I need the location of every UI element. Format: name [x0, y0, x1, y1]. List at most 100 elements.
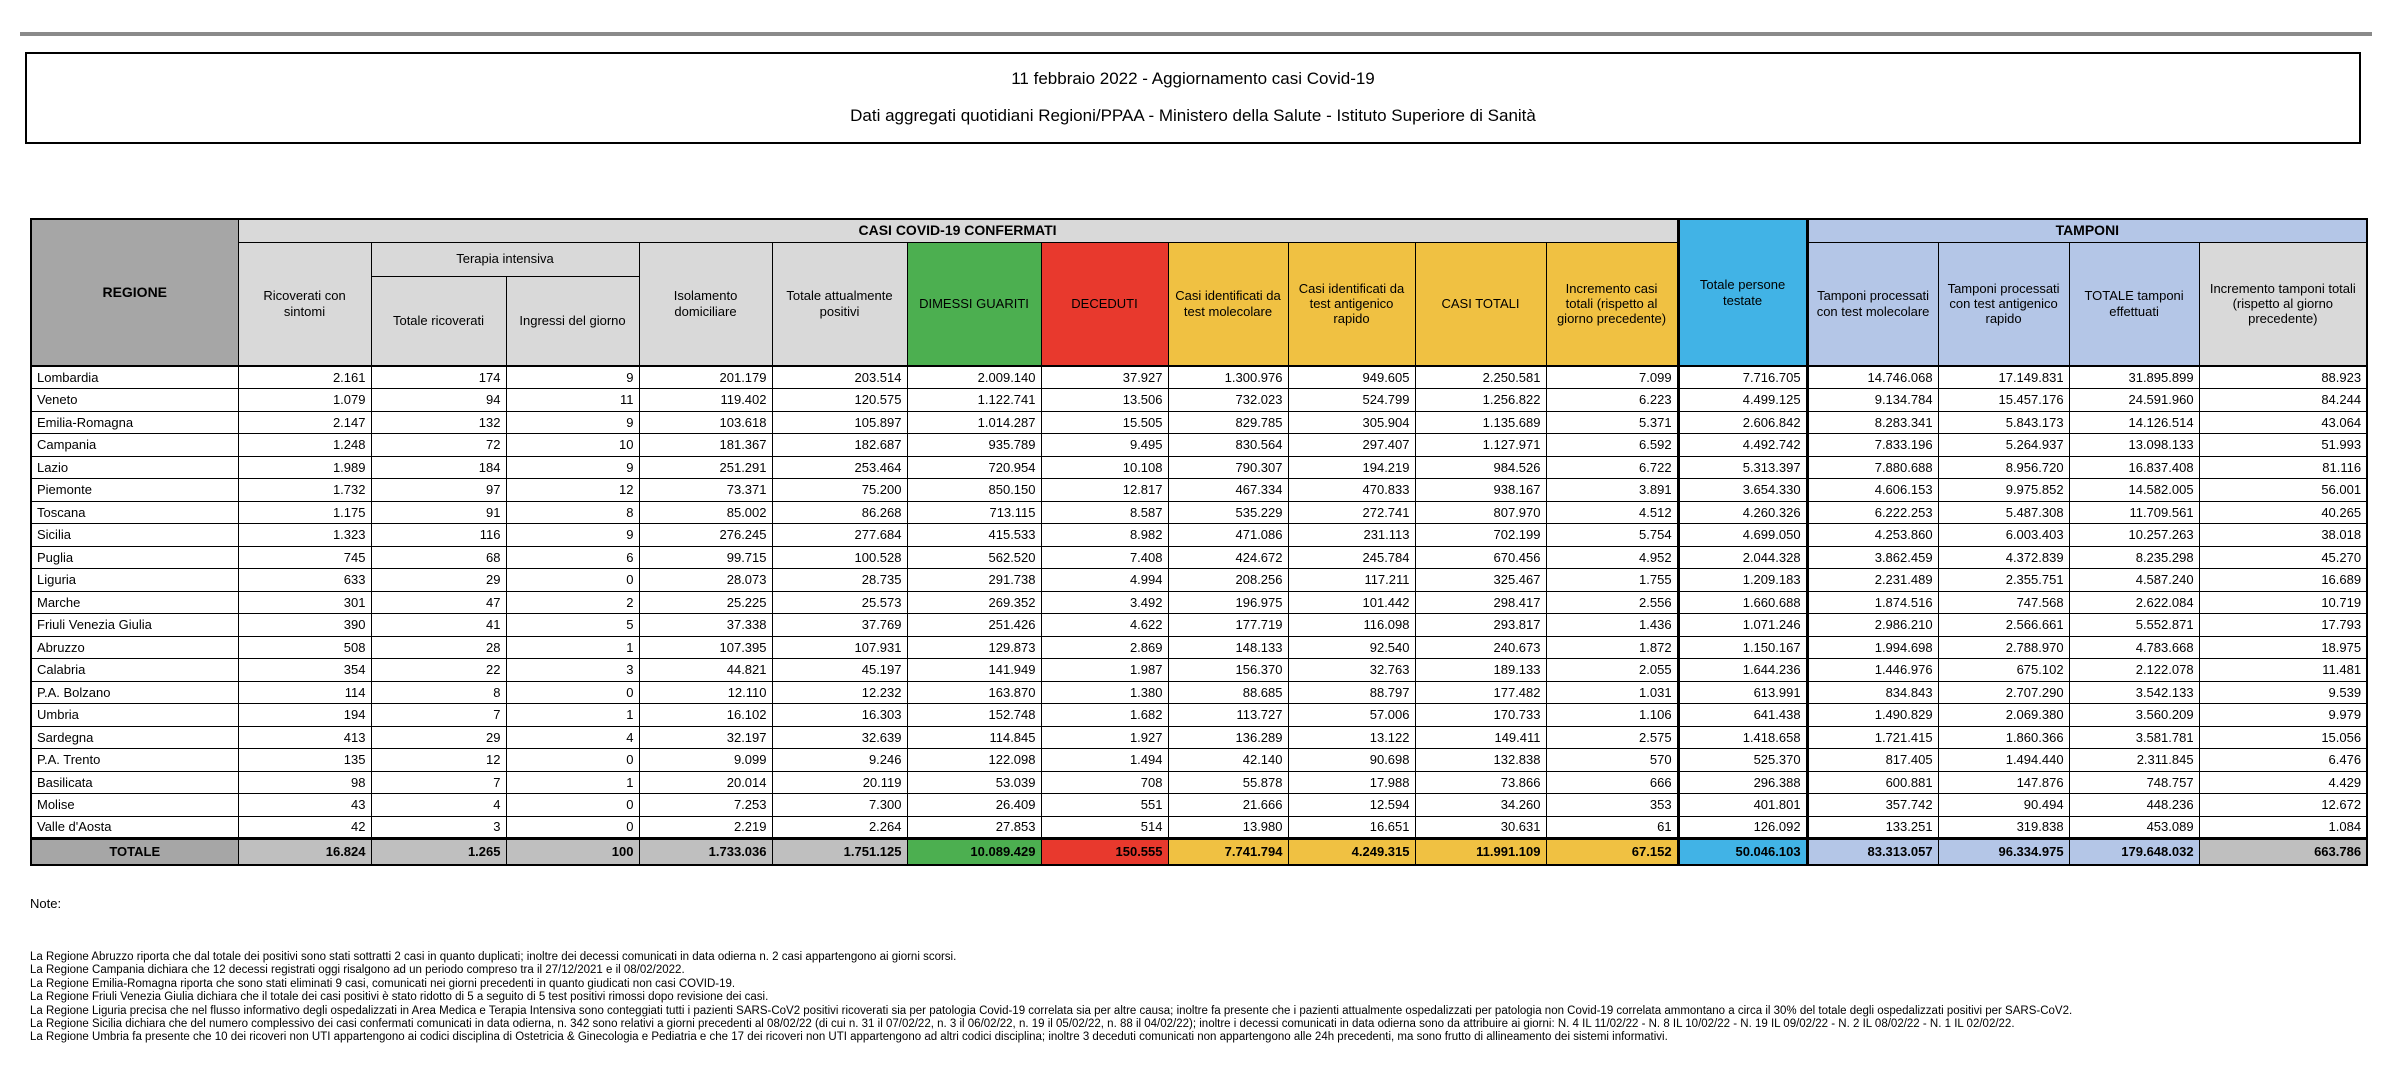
value-cell: 7.408 [1040, 545, 1169, 569]
value-cell: 91 [370, 500, 507, 524]
value-cell: 88.685 [1167, 680, 1289, 704]
notes-section: Note: La Regione Abruzzo riporta che dal… [30, 896, 2360, 1045]
value-cell: 600.881 [1806, 770, 1939, 794]
note-line: La Regione Emilia-Romagna riporta che so… [30, 977, 736, 990]
value-cell: 3.862.459 [1806, 545, 1939, 569]
value-cell: 8.235.298 [2068, 545, 2200, 569]
value-cell: 5.754 [1545, 523, 1679, 547]
table-row: Puglia 745 68 6 99.715 100.528 562.520 7.408 424… [30, 545, 2368, 569]
value-cell: 4.622 [1040, 613, 1169, 637]
value-cell: 75.200 [771, 478, 908, 502]
value-cell: 1.732 [237, 478, 372, 502]
value-cell: 390 [237, 613, 372, 637]
value-cell: 6.476 [2198, 748, 2368, 772]
total-value-cell: 179.648.032 [2068, 837, 2200, 865]
value-cell: 5.487.308 [1937, 500, 2070, 524]
value-cell: 713.115 [906, 500, 1042, 524]
table-row: Basilicata 98 7 1 20.014 20.119 53.039 708 55.87… [30, 770, 2368, 794]
value-cell: 170.733 [1414, 703, 1547, 727]
value-cell: 4.499.125 [1676, 388, 1809, 412]
value-cell: 3.891 [1545, 478, 1679, 502]
value-cell: 453.089 [2068, 815, 2200, 839]
value-cell: 7.880.688 [1806, 455, 1939, 479]
table-row: Emilia-Romagna 2.147 132 9 103.618 105.897 1.0… [30, 410, 2368, 434]
value-cell: 732.023 [1167, 388, 1289, 412]
value-cell: 633 [237, 568, 372, 592]
notes-list: La Regione Abruzzo riporta che dal total… [30, 951, 2360, 1045]
covid-data-table-wrap: REGIONE CASI COVID-19 CONFERMATI Totale … [30, 218, 2369, 866]
value-cell: 122.098 [906, 748, 1042, 772]
value-cell: 6.722 [1545, 455, 1679, 479]
value-cell: 12 [370, 748, 507, 772]
value-cell: 7.833.196 [1806, 433, 1939, 457]
value-cell: 1.860.366 [1937, 725, 2070, 749]
value-cell: 94 [370, 388, 507, 412]
value-cell: 9.099 [638, 748, 773, 772]
value-cell: 2.231.489 [1806, 568, 1939, 592]
value-cell: 984.526 [1414, 455, 1547, 479]
value-cell: 1.122.741 [906, 388, 1042, 412]
value-cell: 86.268 [771, 500, 908, 524]
total-value-cell: 150.555 [1040, 837, 1169, 865]
value-cell: 116 [370, 523, 507, 547]
value-cell: 514 [1040, 815, 1169, 839]
value-cell: 47 [370, 590, 507, 614]
col-header-deceduti: DECEDUTI [1040, 241, 1169, 367]
value-cell: 152.748 [906, 703, 1042, 727]
region-name: Sicilia [30, 523, 239, 547]
value-cell: 11 [505, 388, 640, 412]
value-cell: 938.167 [1414, 478, 1547, 502]
value-cell: 253.464 [771, 455, 908, 479]
table-row: Lombardia 2.161 174 9 201.179 203.514 2.009.14… [30, 365, 2368, 389]
table-row: P.A. Bolzano 114 8 0 12.110 12.232 163.870 1.38… [30, 680, 2368, 704]
value-cell: 4 [505, 725, 640, 749]
value-cell: 708 [1040, 770, 1169, 794]
table-footer: TOTALE 16.824 1.265 100 1.733.036 1.751.125 10… [30, 837, 2368, 865]
value-cell: 1.490.829 [1806, 703, 1939, 727]
value-cell: 424.672 [1167, 545, 1289, 569]
table-row: Sardegna 413 29 4 32.197 32.639 114.845 1.927 13… [30, 725, 2368, 749]
value-cell: 613.991 [1676, 680, 1809, 704]
total-value-cell: 4.249.315 [1287, 837, 1416, 865]
value-cell: 9 [505, 455, 640, 479]
value-cell: 1.436 [1545, 613, 1679, 637]
value-cell: 6 [505, 545, 640, 569]
group-header-terapia-intensiva: Terapia intensiva [370, 241, 640, 277]
value-cell: 203.514 [771, 365, 908, 389]
region-name: P.A. Trento [30, 748, 239, 772]
value-cell: 27.853 [906, 815, 1042, 839]
total-value-cell: 1.751.125 [771, 837, 908, 865]
value-cell: 148.133 [1167, 635, 1289, 659]
col-header-ricoverati-con-sintomi: Ricoverati con sintomi [237, 241, 372, 367]
value-cell: 834.843 [1806, 680, 1939, 704]
value-cell: 51.993 [2198, 433, 2368, 457]
value-cell: 38.018 [2198, 523, 2368, 547]
value-cell: 9 [505, 410, 640, 434]
value-cell: 14.126.514 [2068, 410, 2200, 434]
value-cell: 37.927 [1040, 365, 1169, 389]
col-header-totale-ricoverati: Totale ricoverati [370, 275, 507, 367]
value-cell: 37.338 [638, 613, 773, 637]
value-cell: 1.014.287 [906, 410, 1042, 434]
value-cell: 2.869 [1040, 635, 1169, 659]
value-cell: 301 [237, 590, 372, 614]
value-cell: 107.395 [638, 635, 773, 659]
value-cell: 4.952 [1545, 545, 1679, 569]
value-cell: 17.149.831 [1937, 365, 2070, 389]
value-cell: 12.817 [1040, 478, 1169, 502]
col-header-dimessi-guariti: DIMESSI GUARITI [906, 241, 1042, 367]
value-cell: 90.698 [1287, 748, 1416, 772]
value-cell: 670.456 [1414, 545, 1547, 569]
total-value-cell: 67.152 [1545, 837, 1679, 865]
region-name: Molise [30, 793, 239, 817]
value-cell: 2.147 [237, 410, 372, 434]
covid-data-table: REGIONE CASI COVID-19 CONFERMATI Totale … [30, 218, 2369, 866]
value-cell: 5.371 [1545, 410, 1679, 434]
value-cell: 2.566.661 [1937, 613, 2070, 637]
value-cell: 57.006 [1287, 703, 1416, 727]
value-cell: 68 [370, 545, 507, 569]
value-cell: 177.482 [1414, 680, 1547, 704]
value-cell: 2.122.078 [2068, 658, 2200, 682]
note-line: La Regione Campania dichiara che 12 dece… [30, 964, 685, 977]
table-row: Friuli Venezia Giulia 390 41 5 37.338 37.769 2… [30, 613, 2368, 637]
